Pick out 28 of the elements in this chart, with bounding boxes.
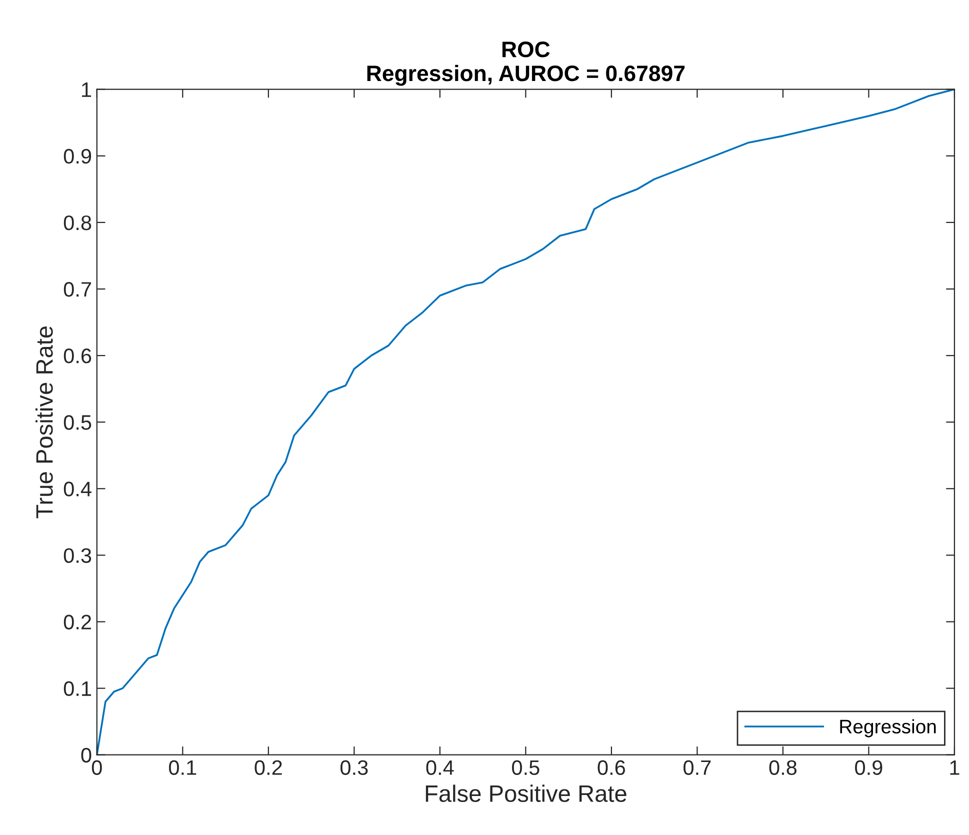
- x-tick-label: 1: [950, 760, 960, 775]
- x-tick-label: 0: [92, 760, 102, 776]
- legend-label: Regression: [840, 719, 936, 738]
- x-tick-label: 0.6: [598, 760, 626, 776]
- chart-title: ROC: [502, 42, 550, 58]
- y-tick-label: 0: [81, 748, 92, 763]
- y-tick-label: 0.8: [64, 215, 92, 230]
- y-axis-title: True Positive Rate: [36, 326, 53, 518]
- y-tick-label: 0.4: [64, 482, 92, 496]
- y-tick-label: 0.1: [64, 681, 92, 696]
- chart-subtitle: Regression, AUROC = 0.67897: [367, 64, 685, 86]
- y-tick-label: 0.9: [64, 148, 92, 164]
- x-tick-label: 0.7: [684, 760, 711, 776]
- y-tick-label: 0.2: [64, 614, 91, 630]
- y-tick-label: 0.5: [64, 415, 92, 430]
- x-tick-label: 0.4: [426, 760, 454, 776]
- x-axis-title: False Positive Rate: [426, 784, 626, 802]
- x-tick-label: 0.3: [340, 760, 368, 776]
- x-tick-label: 0.5: [512, 760, 540, 776]
- x-tick-label: 0.2: [254, 760, 282, 776]
- line-series: [96, 89, 954, 755]
- x-tick-label: 0.1: [168, 760, 196, 776]
- y-tick-label: 0.3: [64, 548, 92, 563]
- y-tick-label: 0.6: [64, 348, 92, 364]
- x-tick-label: 0.8: [769, 760, 797, 776]
- y-tick-label: 1: [82, 82, 92, 97]
- y-tick-label: 0.7: [64, 282, 91, 297]
- x-tick-label: 0.9: [855, 760, 882, 776]
